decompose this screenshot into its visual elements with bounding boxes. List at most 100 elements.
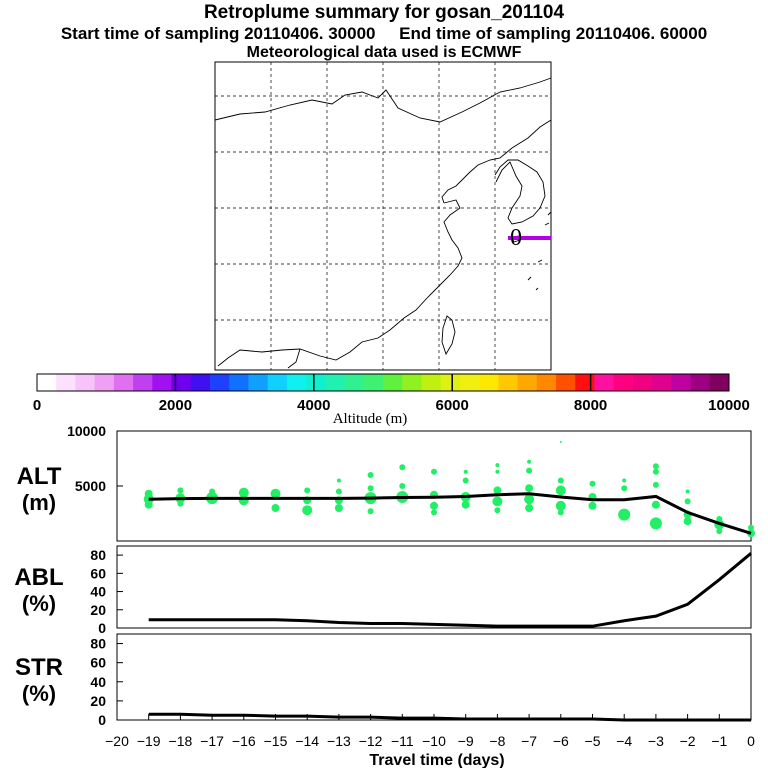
x-tick-label: −10 [422,733,446,749]
particle-point [622,478,627,483]
particle-point [652,463,659,470]
particle-point [430,501,438,510]
colorbar-swatch [402,374,422,391]
colorbar-swatch [37,374,57,391]
particle-point [652,468,659,475]
panel-unit: (m) [22,490,56,515]
series-line-alt [148,492,752,535]
particle-point [526,467,533,474]
panel-label: ALT [17,463,62,490]
colorbar-tick-label: 0 [33,397,41,414]
particle-point [557,477,564,484]
y-tick-label: 0 [98,620,106,636]
colorbar-swatch [594,374,615,391]
panel-label: STR [15,654,63,681]
colorbar-swatch [94,374,115,391]
panel-unit: (%) [22,591,56,616]
particle-point [555,485,566,496]
particle-point [399,464,406,471]
y-tick-label: 60 [90,655,106,671]
particle-point [495,469,500,474]
sampling-times: Start time of sampling 20110406. 30000 E… [60,24,708,43]
particle-point [238,487,249,498]
colorbar-swatch [306,374,326,391]
y-tick-label: 20 [90,602,106,618]
met-data-source: Meteorological data used is ECMWF [246,44,522,61]
particle-point [304,487,311,494]
colorbar-swatch [536,374,557,391]
y-tick-label: 10000 [67,423,106,439]
colorbar-swatch [133,374,153,391]
particle-point [302,505,313,516]
particle-point [177,500,184,507]
x-tick-label: −20 [105,733,129,749]
particle-point [621,485,628,492]
particle-point [683,517,692,526]
particle-point [652,481,659,488]
colorbar-tick-label: 4000 [297,397,330,414]
map-frame [214,61,552,371]
x-tick-label: −6 [553,733,569,749]
colorbar-swatch [248,374,269,391]
particle-point [525,504,534,512]
panel-label: ABL [14,564,63,591]
colorbar-tick-label: 10000 [708,397,750,414]
particle-point [463,469,468,474]
colorbar-swatch [479,374,499,391]
panel-frame [116,633,752,721]
particle-point [685,489,690,494]
y-tick-label: 80 [90,636,106,652]
series-line-str [148,712,751,722]
colorbar-swatch [113,374,134,391]
colorbar-swatch [56,374,76,391]
y-tick-label: 40 [90,584,106,600]
map-panel: 0 [214,61,552,371]
y-tick-label: 40 [90,674,106,690]
particle-point [651,500,660,509]
colorbar-swatch [286,374,307,391]
particle-point [144,500,153,509]
particle-point [270,488,281,499]
particle-point [557,509,564,516]
particle-point [367,472,374,478]
chart-title: Retroplume summary for gosan_201104 [203,2,565,23]
x-tick-label: −5 [585,733,601,749]
colorbar-swatch [556,374,576,391]
colorbar-swatch [267,374,288,391]
colorbar-swatch [152,374,173,391]
x-tick-label: −7 [521,733,537,749]
x-axis-label: Travel time (days) [369,752,504,768]
particle-point [492,496,503,507]
x-tick-label: −13 [327,733,351,749]
particle-point [462,477,469,484]
x-tick-label: −19 [137,733,161,749]
panel-str: 0 20 40 60 80 STR(%) [15,633,752,728]
y-tick-label: 0 [98,712,106,728]
altitude-colorbar: 0 2000 4000 6000 8000 10000 [33,373,750,414]
colorbar-swatch [325,374,346,391]
panel-abl: 0 20 40 60 80 ABL(%) [14,545,752,636]
colorbar-tick-label: 6000 [436,397,469,414]
particle-point [494,507,501,514]
colorbar-swatch [344,374,365,391]
colorbar-swatch [517,374,538,391]
particle-point [525,484,534,493]
colorbar-swatch [210,374,230,391]
particle-point [527,459,532,464]
map-graticule [215,62,551,370]
colorbar-frame [36,373,730,392]
colorbar-swatch [363,374,384,391]
x-tick-label: −14 [295,733,319,749]
y-tick-label: 60 [90,565,106,581]
particle-point [238,495,249,506]
panel-unit: (%) [22,681,56,706]
x-tick-label: −1 [711,733,727,749]
particle-point [716,528,723,535]
colorbar-swatch [632,374,653,391]
x-tick-label: −17 [200,733,224,749]
colorbar-swatch [613,374,634,391]
particle-point [748,524,754,531]
particle-point [589,480,596,487]
colorbar-tick-label: 8000 [574,397,607,414]
